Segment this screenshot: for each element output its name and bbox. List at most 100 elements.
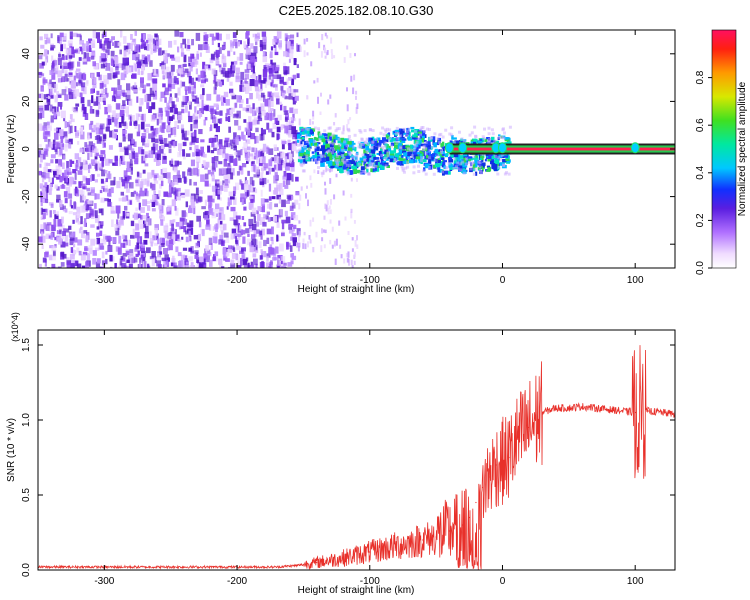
heatmap-cell — [440, 151, 444, 155]
heatmap-cell — [274, 117, 278, 125]
heatmap-cell — [99, 157, 105, 161]
heatmap-cell — [414, 130, 417, 134]
heatmap-cell — [185, 261, 189, 265]
heatmap-cell — [192, 86, 196, 94]
heatmap-cell — [409, 159, 414, 164]
heatmap-cell — [115, 71, 120, 75]
heatmap-cell — [209, 137, 214, 143]
heatmap-cell — [442, 141, 445, 147]
heatmap-cell — [317, 128, 320, 132]
heatmap-cell — [130, 192, 135, 197]
heatmap-cell — [196, 101, 201, 107]
carrier-line — [449, 147, 675, 151]
heatmap-cell — [142, 113, 146, 122]
heatmap-cell — [115, 94, 121, 99]
heatmap-cell — [101, 81, 107, 88]
heatmap-cell — [319, 136, 325, 141]
heatmap-cell — [45, 233, 51, 240]
heatmap-cell — [235, 73, 240, 80]
heatmap-cell — [247, 52, 253, 60]
heatmap-cell — [305, 140, 309, 144]
heatmap-cell — [317, 151, 320, 156]
heatmap-cell — [242, 107, 247, 111]
heatmap-cell — [175, 207, 179, 216]
heatmap-cell — [303, 38, 306, 45]
heatmap-cell — [57, 35, 60, 44]
heatmap-cell — [284, 96, 289, 100]
heatmap-cell — [174, 206, 177, 211]
heatmap-cell — [204, 43, 209, 50]
heatmap-cell — [233, 60, 238, 65]
heatmap-cell — [300, 186, 303, 191]
heatmap-cell — [230, 196, 235, 200]
heatmap-cell — [136, 235, 140, 244]
heatmap-cell — [107, 105, 112, 113]
heatmap-cell — [246, 190, 249, 197]
heatmap-cell — [361, 142, 365, 146]
heatmap-cell — [409, 157, 413, 160]
heatmap-cell — [107, 201, 113, 207]
heatmap-cell — [251, 247, 256, 253]
snr-data-point — [554, 407, 557, 409]
heatmap-cell — [235, 254, 240, 261]
heatmap-cell — [86, 187, 90, 192]
x-tick-label: 0 — [500, 275, 506, 286]
heatmap-cell — [198, 44, 203, 51]
heatmap-cell — [399, 160, 404, 166]
heatmap-cell — [183, 54, 187, 63]
heatmap-cell — [222, 72, 227, 77]
heatmap-cell — [101, 185, 105, 190]
heatmap-cell — [204, 173, 209, 180]
heatmap-cell — [289, 205, 294, 211]
x-tick-label: -300 — [94, 275, 114, 286]
heatmap-cell — [84, 52, 90, 58]
heatmap-cell — [338, 220, 341, 226]
heatmap-cell — [123, 235, 128, 241]
y-tick-label: -20 — [21, 189, 32, 204]
heatmap-cell — [201, 206, 206, 210]
heatmap-cell — [203, 267, 206, 268]
heatmap-cell — [368, 128, 372, 132]
heatmap-cell — [219, 144, 222, 150]
chart-title: C2E5.2025.182.08.10.G30 — [279, 3, 434, 18]
heatmap-cell — [190, 124, 193, 132]
heatmap-cell — [282, 161, 287, 165]
heatmap-cell — [350, 142, 356, 145]
heatmap-cell — [130, 43, 133, 52]
heatmap-cell — [250, 43, 254, 49]
heatmap-cell — [225, 258, 230, 262]
heatmap-cell — [63, 118, 66, 122]
heatmap-cell — [229, 81, 233, 86]
heatmap-cell — [174, 30, 180, 37]
heatmap-cell — [232, 138, 237, 143]
heatmap-cell — [142, 169, 146, 174]
heatmap-cell — [107, 73, 112, 80]
heatmap-cell — [327, 134, 330, 140]
heatmap-cell — [77, 221, 82, 225]
heatmap-cell — [283, 262, 287, 266]
heatmap-cell — [56, 90, 59, 98]
heatmap-cell — [262, 221, 267, 227]
heatmap-cell — [62, 231, 66, 236]
heatmap-cell — [152, 143, 156, 151]
heatmap-cell — [255, 39, 258, 46]
heatmap-cell — [361, 159, 364, 163]
heatmap-cell — [398, 149, 403, 155]
heatmap-cell — [81, 43, 86, 52]
heatmap-cell — [395, 140, 399, 144]
heatmap-cell — [140, 178, 146, 186]
heatmap-cell — [171, 187, 177, 194]
heatmap-cell — [321, 237, 324, 242]
heatmap-cell — [185, 153, 191, 157]
heatmap-cell — [340, 154, 344, 157]
heatmap-cell — [347, 127, 351, 131]
heatmap-cell — [51, 263, 56, 268]
heatmap-cell — [293, 58, 297, 63]
heatmap-cell — [213, 147, 217, 151]
heatmap-cell — [277, 259, 281, 266]
heatmap-cell — [200, 139, 205, 143]
heatmap-cell — [105, 63, 111, 71]
heatmap-cell — [322, 151, 325, 156]
heatmap-cell — [284, 210, 288, 217]
